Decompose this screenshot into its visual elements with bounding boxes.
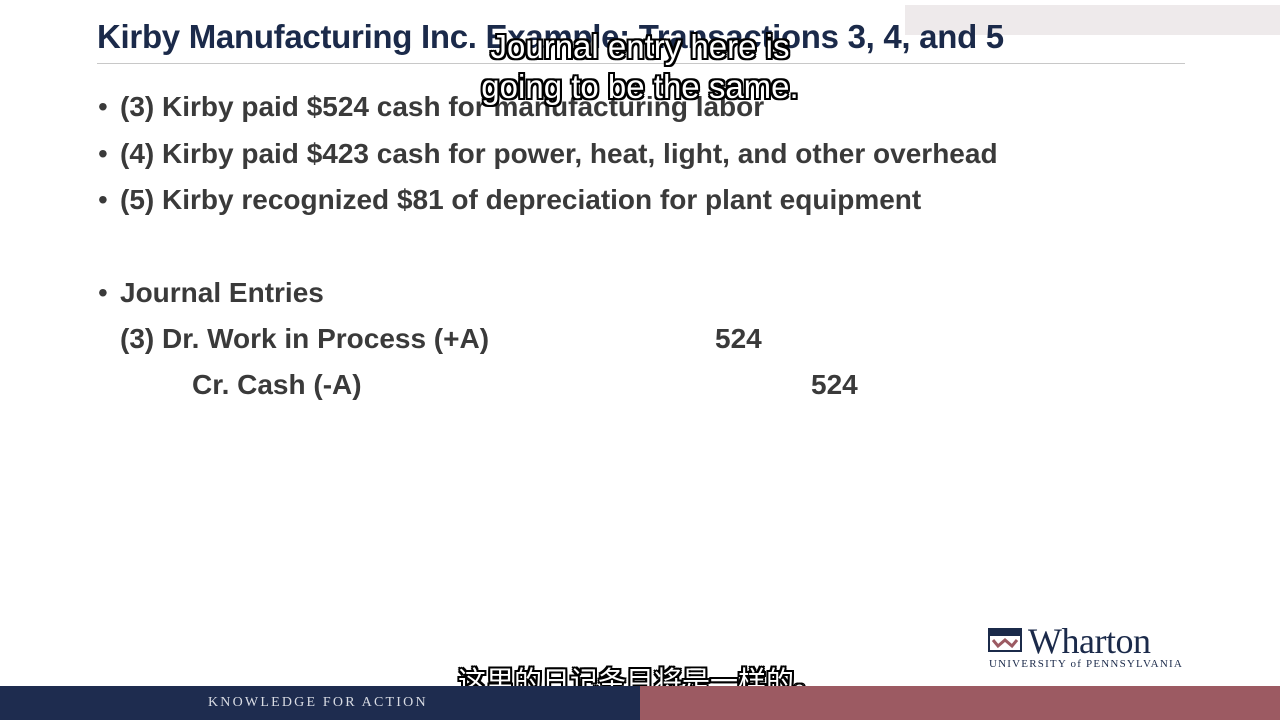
bullet-glyph: • [98, 138, 108, 169]
entry-credit-amount: 524 [811, 369, 858, 400]
bullet-text: (5) Kirby recognized $81 of depreciation… [120, 184, 922, 215]
wharton-shield-icon [988, 628, 1022, 652]
entry-credit-label: Cr. Cash (-A) [192, 369, 362, 400]
subtitle-english-line-1: Journal entry here is [490, 28, 790, 65]
bullet-transaction-3: • (3) Kirby paid $524 cash for manufactur… [98, 91, 764, 123]
university-name: UNIVERSITY of PENNSYLVANIA [989, 658, 1183, 670]
subtitle-english-line-2: going to be the same. [481, 68, 799, 105]
footer-navy-band: KNOWLEDGE FOR ACTION [0, 686, 640, 720]
bullet-text: (3) Kirby paid $524 cash for manufacturi… [120, 91, 765, 122]
bullet-glyph: • [98, 277, 108, 308]
journal-heading: Journal Entries [120, 277, 324, 308]
entry-debit-label: (3) Dr. Work in Process (+A) [120, 323, 490, 354]
bullet-glyph: • [98, 184, 108, 215]
slide-title: Kirby Manufacturing Inc. Example: Transa… [97, 18, 1004, 55]
footer-tagline: KNOWLEDGE FOR ACTION [208, 695, 428, 710]
wharton-logo: Wharton UNIVERSITY of PENNSYLVANIA [988, 621, 1193, 672]
corner-overlay-box [905, 5, 1280, 35]
bullet-journal-entries: • Journal Entries [98, 277, 324, 309]
title-divider [97, 63, 1185, 64]
wharton-wordmark: Wharton [1028, 621, 1151, 661]
footer-maroon-band [640, 686, 1280, 720]
bullet-glyph: • [98, 91, 108, 122]
entry-debit-amount: 524 [715, 323, 762, 354]
bullet-transaction-5: • (5) Kirby recognized $81 of depreciatio… [98, 184, 921, 216]
bullet-text: (4) Kirby paid $423 cash for power, heat… [120, 138, 998, 169]
bullet-transaction-4: • (4) Kirby paid $423 cash for power, hea… [98, 138, 998, 170]
